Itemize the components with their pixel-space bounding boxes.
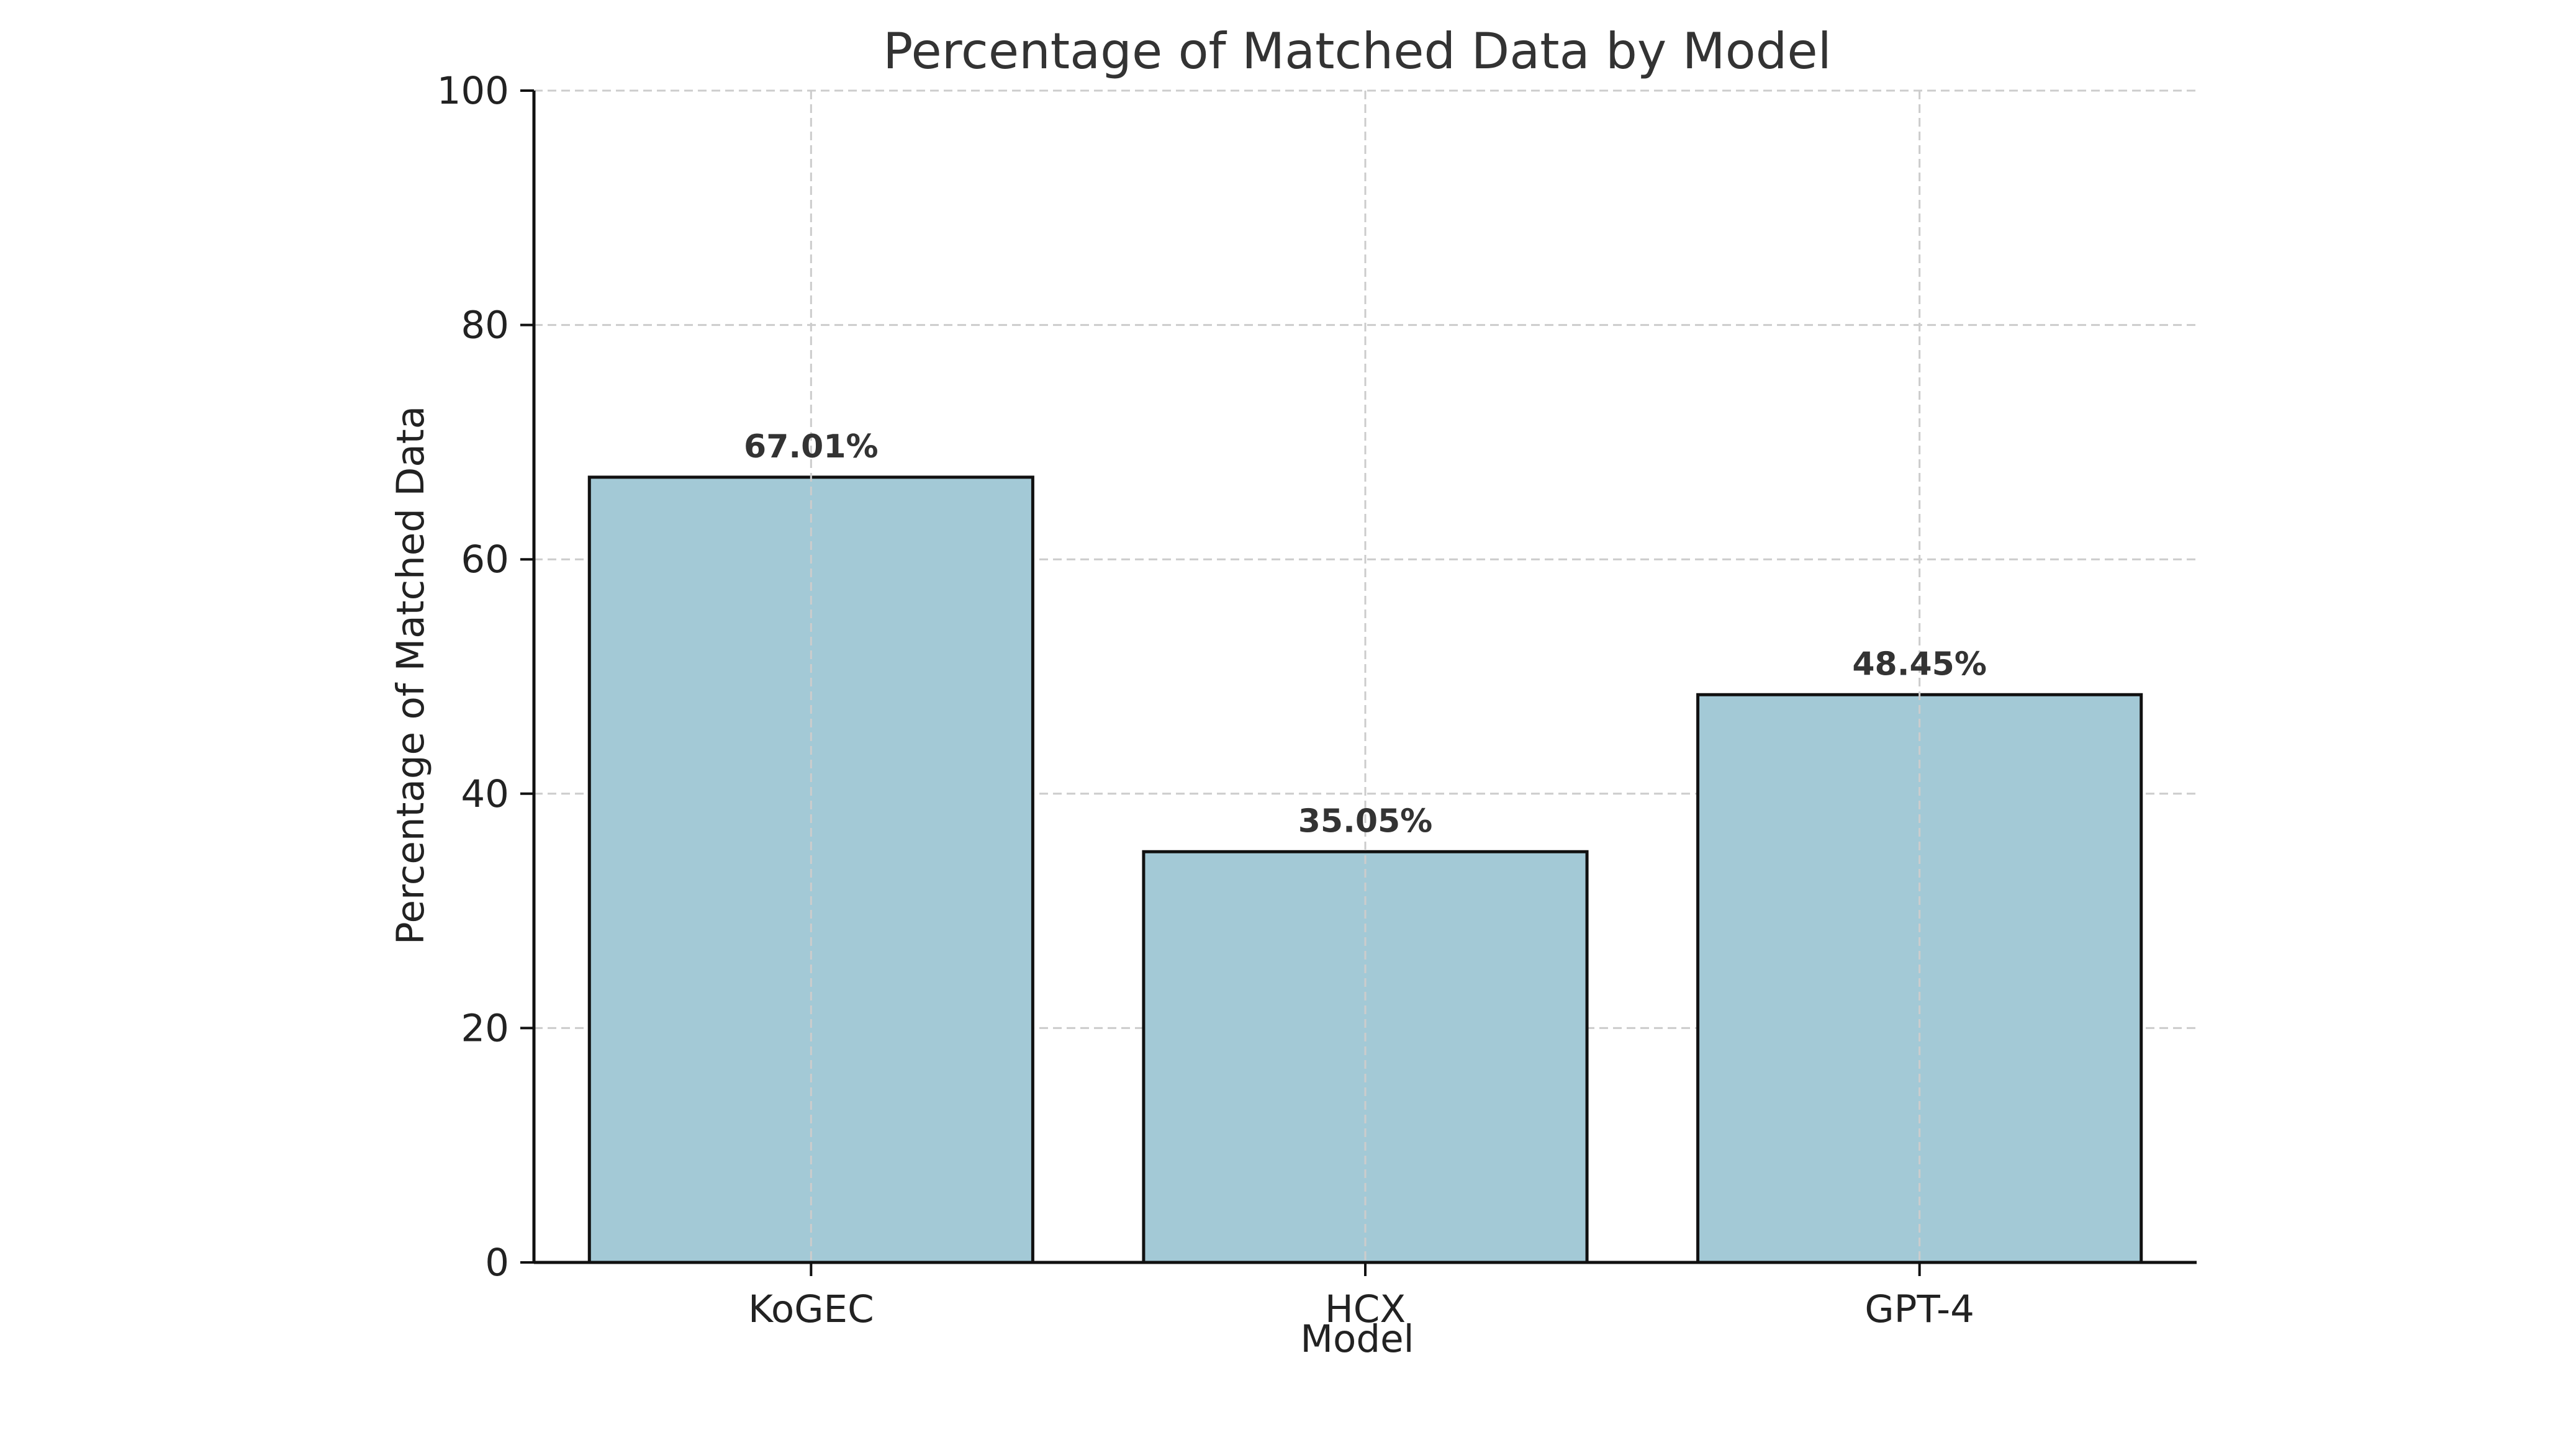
y-tick-label: 60 — [461, 537, 509, 582]
data-labels: 67.01% 35.05% 48.45% — [744, 91, 1987, 1262]
data-label: 35.05% — [1298, 803, 1433, 840]
x-axis-label: Model — [1300, 1317, 1414, 1361]
bar-hcx — [1142, 850, 1589, 1264]
x-tick-label: KoGEC — [748, 1287, 874, 1331]
y-tick-label: 0 — [485, 1241, 509, 1285]
y-tick-label: 40 — [461, 772, 509, 816]
data-label: 67.01% — [744, 428, 879, 465]
y-axis-label: Percentage of Matched Data — [389, 406, 433, 945]
x-tick-label: HCX — [1325, 1287, 1406, 1331]
y-tick-label: 20 — [461, 1006, 509, 1050]
y-tick-label: 80 — [461, 304, 509, 348]
data-label: 48.45% — [1852, 645, 1987, 683]
chart-title: Percentage of Matched Data by Model — [883, 22, 1832, 80]
y-tick-label: 100 — [437, 69, 509, 113]
x-tick-label: GPT-4 — [1864, 1287, 1974, 1331]
y-axis-ticks: 0 20 40 60 80 100 — [437, 69, 534, 1285]
x-axis-ticks: KoGEC HCX GPT-4 — [748, 1262, 1974, 1331]
